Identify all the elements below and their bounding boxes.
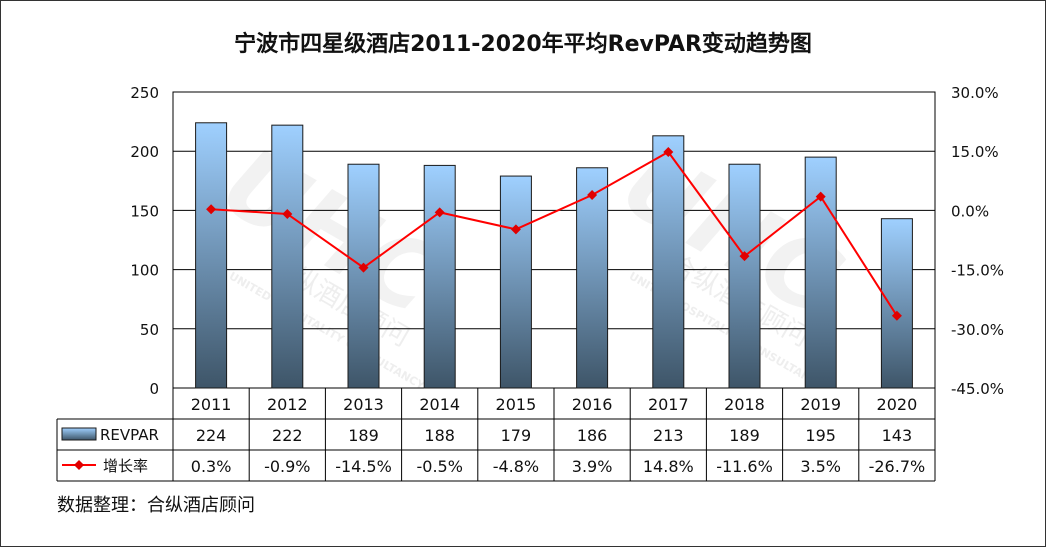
bar-revpar-2018 [728,163,761,389]
table-value-growth: 3.9% [572,457,613,476]
y-right-tick-label: 0.0% [951,202,989,220]
bar-revpar-2020 [880,218,913,389]
table-value-revpar: 179 [501,426,532,445]
x-category-label: 2013 [343,395,384,414]
table-value-growth: -4.8% [493,457,539,476]
table-value-growth: -11.6% [716,457,773,476]
table-value-revpar: 195 [805,426,836,445]
bar-revpar-2012 [271,124,304,389]
x-category-label: 2011 [191,395,232,414]
table-value-revpar: 213 [653,426,684,445]
growth-rate-point-2018 [739,251,750,262]
y-left-tick-label: 200 [130,143,159,161]
y-right-tick-label: 30.0% [951,84,999,102]
bar-revpar-2015 [499,175,532,389]
growth-rate-point-2020 [891,310,902,321]
table-value-revpar: 186 [577,426,608,445]
table-value-growth: 14.8% [643,457,694,476]
y-left-tick-label: 50 [140,321,159,339]
chart-title: 宁波市四星级酒店2011-2020年平均RevPAR变动趋势图 [234,32,812,57]
table-value-growth: 3.5% [800,457,841,476]
table-value-revpar: 188 [424,426,455,445]
table-value-revpar: 143 [882,426,913,445]
growth-rate-point-2015 [510,224,521,235]
table-value-revpar: 222 [272,426,303,445]
growth-rate-point-2012 [282,208,293,219]
growth-rate-point-2019 [815,191,826,202]
bar-revpar-2011 [195,122,228,389]
legend-label-growth: 增长率 [103,457,148,475]
legend-label-revpar: REVPAR [100,426,159,444]
table-value-revpar: 224 [196,426,227,445]
legend-marker-growth [74,460,84,470]
bar-revpar-2017 [652,135,685,389]
legend-swatch-revpar [61,427,97,441]
table-value-growth: -0.5% [416,457,462,476]
growth-rate-point-2013 [358,262,369,273]
table-value-growth: -26.7% [869,457,926,476]
x-category-label: 2019 [800,395,841,414]
x-category-label: 2015 [496,395,537,414]
x-category-label: 2018 [724,395,765,414]
growth-rate-point-2017 [663,146,674,157]
x-category-label: 2012 [267,395,308,414]
y-left-tick-label: 250 [130,84,159,102]
bar-revpar-2013 [347,163,380,389]
growth-rate-point-2011 [206,204,217,215]
y-right-tick-label: 15.0% [951,143,999,161]
y-right-tick-label: -15.0% [951,262,1004,280]
x-category-label: 2014 [419,395,460,414]
table-value-growth: -14.5% [335,457,392,476]
y-left-tick-label: 0 [149,380,159,398]
table-value-revpar: 189 [729,426,760,445]
y-left-tick-label: 150 [130,202,159,220]
bar-revpar-2016 [576,167,609,389]
growth-rate-line [211,150,898,317]
y-right-tick-label: -45.0% [951,380,1004,398]
x-category-label: 2016 [572,395,613,414]
growth-rate-point-2014 [434,207,445,218]
table-value-growth: -0.9% [264,457,310,476]
table-value-revpar: 189 [348,426,379,445]
y-left-tick-label: 100 [130,262,159,280]
x-category-label: 2017 [648,395,689,414]
data-source-note: 数据整理：合纵酒店顾问 [57,495,255,516]
x-category-label: 2020 [877,395,918,414]
y-right-tick-label: -30.0% [951,321,1004,339]
growth-rate-point-2016 [587,190,598,201]
bar-revpar-2014 [423,164,456,389]
table-value-growth: 0.3% [191,457,232,476]
